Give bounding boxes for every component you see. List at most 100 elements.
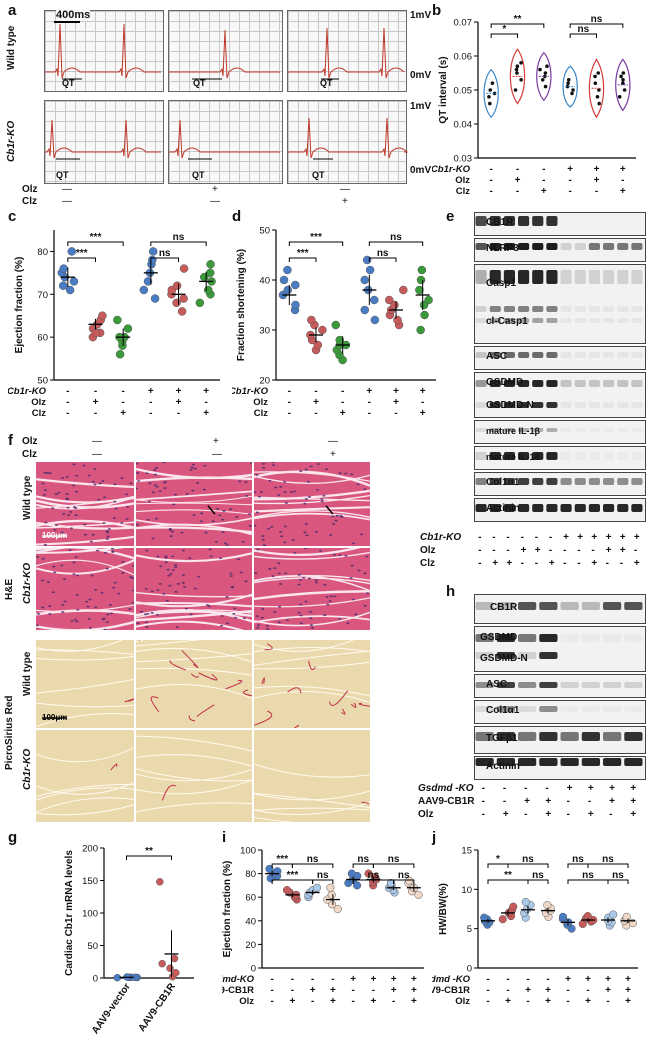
- nucleus: [91, 533, 95, 536]
- ecg-wt-ctrl: [44, 10, 164, 92]
- blot-band: [489, 270, 501, 284]
- significance-label: ns: [591, 14, 603, 25]
- nucleus: [214, 540, 219, 543]
- nucleus: [51, 591, 55, 594]
- y-tick-label: 100: [240, 846, 256, 857]
- blot-band: [603, 682, 622, 688]
- fiber-gap: [136, 502, 252, 506]
- blot-treatment-value: -: [577, 558, 581, 569]
- nucleus: [176, 582, 180, 585]
- nucleus: [45, 472, 50, 474]
- data-point: [558, 912, 567, 921]
- blot-band: [561, 452, 572, 460]
- treat-a-clz-3: +: [342, 196, 348, 207]
- blot-treatment-value: -: [563, 558, 567, 569]
- blot-band: [617, 428, 628, 432]
- ecg-traces: [45, 21, 409, 160]
- collagen-fiber: [350, 702, 357, 708]
- data-point: [417, 265, 427, 275]
- picrosirius-tile: [36, 640, 134, 728]
- data-point: [597, 88, 601, 92]
- nucleus: [192, 514, 196, 517]
- nucleus: [70, 619, 74, 622]
- nucleus: [218, 514, 222, 517]
- nucleus: [153, 484, 158, 487]
- blot-treatment-value: -: [577, 545, 581, 556]
- time-scale-label: 400ms: [56, 9, 91, 21]
- nucleus: [170, 530, 175, 533]
- nucleus: [117, 592, 121, 595]
- blot-treatment-value: -: [534, 558, 539, 569]
- data-point: [365, 265, 375, 275]
- blot-band: [546, 306, 558, 312]
- blot-treatment-value: -: [478, 532, 482, 543]
- nucleus: [259, 490, 264, 493]
- nucleus: [72, 506, 77, 508]
- nucleus: [156, 589, 160, 591]
- data-point: [353, 881, 362, 890]
- blot-band: [560, 732, 579, 741]
- blot-band: [503, 270, 515, 284]
- blot-band: [560, 380, 572, 387]
- blot-band: [546, 380, 558, 387]
- nucleus: [87, 618, 91, 620]
- blot-treatment-value: +: [609, 783, 615, 794]
- nucleus: [297, 573, 301, 576]
- blot-band: [503, 402, 515, 408]
- ecg-trace: [45, 119, 161, 159]
- blot-band: [496, 602, 515, 610]
- treatment-value: +: [594, 164, 600, 175]
- blot-treatment-value: -: [478, 558, 482, 569]
- treatment-value: +: [120, 408, 126, 419]
- treatment-value: +: [310, 985, 316, 996]
- nucleus: [144, 587, 148, 590]
- nucleus: [62, 513, 66, 515]
- significance-label: ns: [602, 854, 614, 865]
- nucleus: [42, 493, 46, 496]
- treatment-value: +: [148, 386, 154, 397]
- blot-band: [503, 352, 515, 358]
- nucleus: [211, 520, 215, 523]
- treatment-value: -: [351, 985, 354, 996]
- treatment-value: -: [486, 985, 489, 996]
- y-axis-label: Fraction shortening (%): [236, 249, 247, 361]
- nucleus: [293, 490, 297, 493]
- blot-gsdmd: [474, 372, 646, 418]
- significance-bracket: [288, 257, 317, 262]
- blot-treatment-value: -: [563, 545, 567, 556]
- treatment-value: -: [542, 175, 545, 186]
- nucleus: [153, 469, 157, 471]
- nucleus: [173, 493, 178, 496]
- nucleus: [257, 495, 262, 498]
- nucleus: [222, 510, 226, 512]
- blot-treatment-value: -: [548, 545, 553, 556]
- blot-treatment-value: +: [520, 545, 527, 556]
- collagen-fiber: [188, 715, 196, 722]
- nucleus: [181, 581, 185, 584]
- nucleus: [75, 574, 80, 577]
- blot-band: [489, 243, 501, 250]
- fiber-gap: [136, 768, 252, 782]
- blot-band: [624, 602, 643, 610]
- treat-label-olz: Olz: [22, 184, 38, 195]
- blot-band: [603, 478, 615, 485]
- fiber-gap: [136, 683, 252, 699]
- y-tick-label: 10: [461, 885, 472, 896]
- fiber-gap: [136, 490, 252, 501]
- cb1r-mrna-chart: 0 50 100 150 200 Cardiac Cb1r mRNA levels ** AA…: [64, 844, 194, 1036]
- blot-band: [518, 732, 537, 741]
- y-tick-label: 20: [259, 376, 270, 387]
- blot-band: [518, 478, 530, 485]
- data-point: [416, 325, 425, 335]
- y-tick-label: 0.04: [454, 120, 473, 131]
- ecg-ko-olz: [168, 100, 283, 184]
- significance-label: ***: [76, 248, 88, 259]
- fiber-gap: [254, 548, 361, 556]
- nucleus: [203, 464, 207, 467]
- nucleus: [356, 483, 360, 486]
- nucleus: [106, 531, 110, 534]
- f-row-ko-psr: Cb1r-KO: [22, 748, 33, 790]
- treatment-value: +: [620, 164, 626, 175]
- blot-band: [475, 402, 487, 408]
